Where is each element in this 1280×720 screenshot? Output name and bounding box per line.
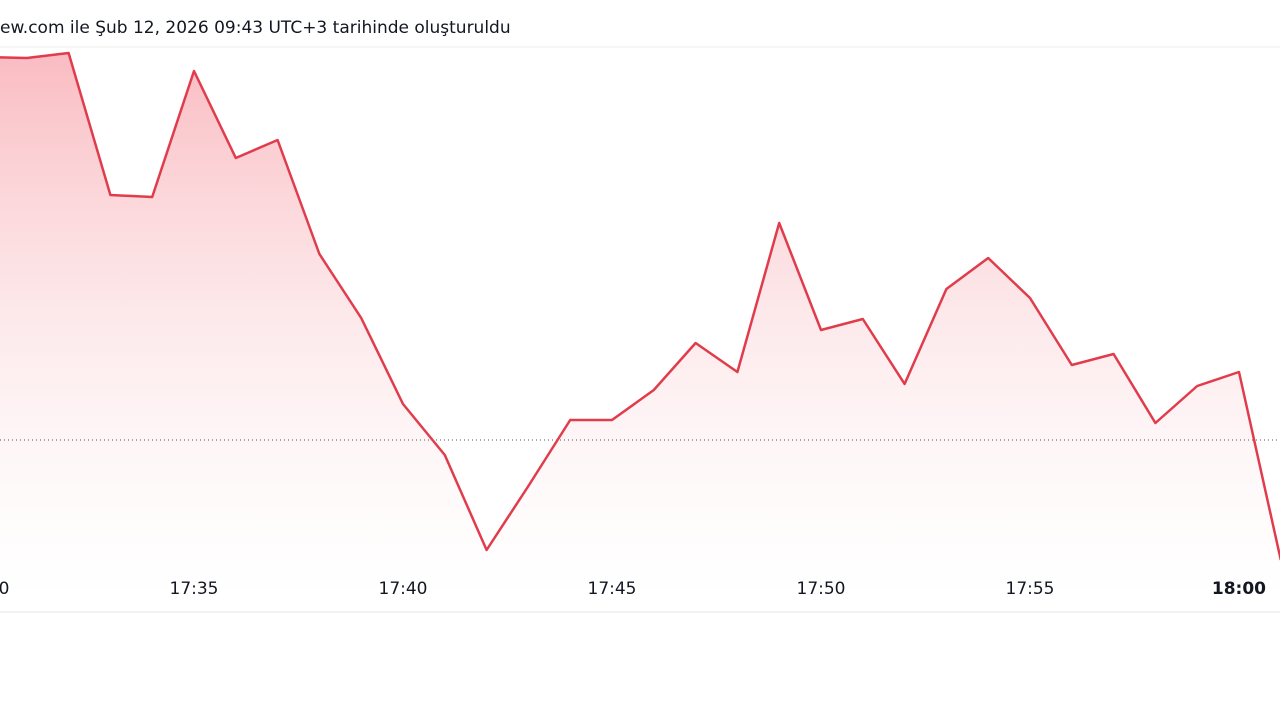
- x-tick-label: 17:50: [797, 579, 846, 599]
- x-tick-label: 17:35: [170, 579, 219, 599]
- x-tick-label: 17:55: [1006, 579, 1055, 599]
- area-fill: [0, 53, 1280, 600]
- x-tick-label: 17:45: [588, 579, 637, 599]
- x-tick-label: 17:30: [0, 579, 10, 599]
- x-tick-label: 17:40: [379, 579, 428, 599]
- x-tick-label: 18:00: [1212, 579, 1266, 599]
- price-line: [0, 51, 1280, 561]
- chart-title: ew.com ile Şub 12, 2026 09:43 UTC+3 tari…: [0, 18, 511, 38]
